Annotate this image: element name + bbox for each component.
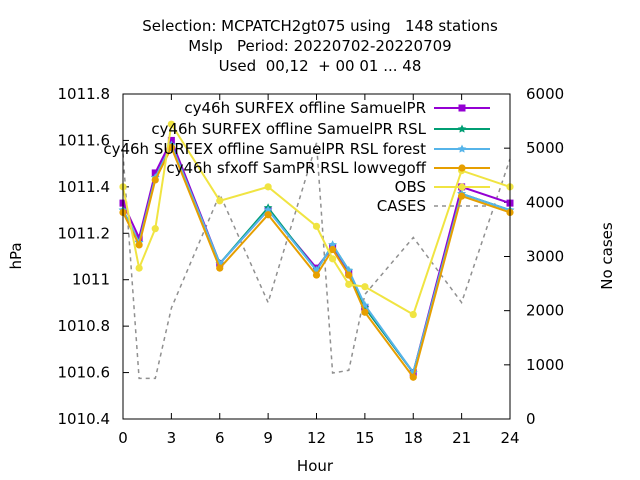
data-point — [151, 176, 159, 184]
series-OBS — [119, 120, 514, 319]
data-point — [264, 211, 272, 219]
series-layer — [118, 120, 515, 381]
data-point — [328, 240, 337, 249]
data-point — [345, 271, 353, 279]
legend-label: OBS — [395, 178, 426, 196]
data-point — [151, 169, 159, 177]
data-point — [312, 271, 321, 279]
data-point — [216, 264, 224, 272]
legend-item: CASES — [377, 197, 490, 215]
series-CASES — [122, 142, 511, 380]
data-point — [167, 143, 175, 151]
legend-marker — [457, 124, 467, 133]
data-point — [329, 245, 337, 254]
legend-label: cy46h sfxoff SamPR RSL lowvegoff — [166, 159, 426, 177]
x-tick-label: 18 — [404, 429, 423, 447]
plot-frame — [122, 93, 511, 420]
y-tick-label: 1011.8 — [58, 85, 111, 103]
y-tick-label: 1011.6 — [58, 131, 111, 149]
y-tick-label: 1010.6 — [58, 364, 111, 382]
legend-marker — [458, 104, 466, 112]
y-tick-label: 1011.4 — [58, 178, 111, 196]
axis-ticks: 0 3 6 9 12 15 18 21 24 1010.4 1010.6 1010.8 1011 1011… — [58, 85, 565, 447]
x-tick-label: 6 — [215, 429, 225, 447]
data-point — [167, 120, 175, 128]
chart-title-line-2: Mslp Period: 20220702-20220709 — [188, 37, 452, 55]
data-point — [135, 241, 143, 249]
x-tick-label: 0 — [118, 429, 128, 447]
legend-marker — [457, 144, 467, 153]
data-point — [329, 255, 337, 263]
data-point — [312, 222, 321, 230]
chart-title-line-3: Used 00,12 + 00 01 ... 48 — [218, 57, 422, 75]
series-line — [122, 142, 511, 375]
legend-marker — [458, 183, 466, 191]
legend: cy46h SURFEX offline SamuelPR cy46h SURFE… — [103, 99, 490, 215]
legend-label: cy46h SURFEX offline SamuelPR RSL forest — [103, 140, 426, 158]
y-tick-label: 1010.4 — [58, 410, 111, 428]
legend-item: OBS — [395, 178, 490, 196]
data-point — [263, 205, 273, 214]
series-cy46h_sfxoff_SamPR_RSL_lowvegoff — [119, 143, 514, 381]
y2-tick-label: 4000 — [526, 193, 564, 211]
series-line — [122, 142, 511, 375]
x-tick-label: 3 — [167, 429, 177, 447]
legend-marker — [458, 164, 466, 172]
y-tick-label: 1011.2 — [58, 224, 111, 242]
data-point — [264, 183, 272, 191]
data-point — [361, 308, 369, 316]
legend-item: cy46h sfxoff SamPR RSL lowvegoff — [166, 159, 490, 177]
x-axis-label: Hour — [297, 457, 334, 475]
data-point — [151, 225, 159, 233]
x-tick-label: 9 — [263, 429, 273, 447]
legend-label: cy46h SURFEX offline SamuelPR RSL — [151, 120, 426, 138]
y-tick-label: 1010.8 — [58, 317, 111, 335]
y2-tick-label: 1000 — [526, 356, 564, 374]
data-point — [216, 197, 224, 205]
legend-label: CASES — [377, 197, 426, 215]
data-point — [361, 283, 369, 291]
data-point — [167, 136, 175, 144]
y2-tick-label: 5000 — [526, 139, 564, 157]
legend-item: cy46h SURFEX offline SamuelPR RSL — [151, 120, 490, 138]
y2-tick-label: 6000 — [526, 85, 564, 103]
y-tick-label: 1011 — [72, 271, 110, 289]
y2-tick-label: 3000 — [526, 248, 564, 266]
data-point — [409, 310, 417, 319]
data-point — [135, 234, 143, 242]
data-point — [409, 373, 417, 381]
data-point — [345, 280, 353, 288]
x-tick-label: 21 — [452, 429, 471, 447]
legend-item: cy46h SURFEX offline SamuelPR — [184, 99, 490, 117]
y-axis-label: hPa — [7, 242, 25, 269]
y2-tick-label: 0 — [526, 410, 536, 428]
legend-item: cy46h SURFEX offline SamuelPR RSL forest — [103, 140, 490, 158]
y2-tick-label: 2000 — [526, 302, 564, 320]
data-point — [458, 192, 466, 200]
chart-title-line-1: Selection: MCPATCH2gt075 using 148 stati… — [142, 17, 498, 35]
series-line — [122, 144, 511, 380]
x-tick-label: 15 — [355, 429, 374, 447]
y2-axis-label: No cases — [598, 222, 616, 290]
x-tick-label: 24 — [500, 429, 519, 447]
x-tick-label: 12 — [307, 429, 326, 447]
legend-label: cy46h SURFEX offline SamuelPR — [184, 99, 426, 117]
data-point — [135, 264, 143, 272]
series-line — [122, 142, 511, 380]
